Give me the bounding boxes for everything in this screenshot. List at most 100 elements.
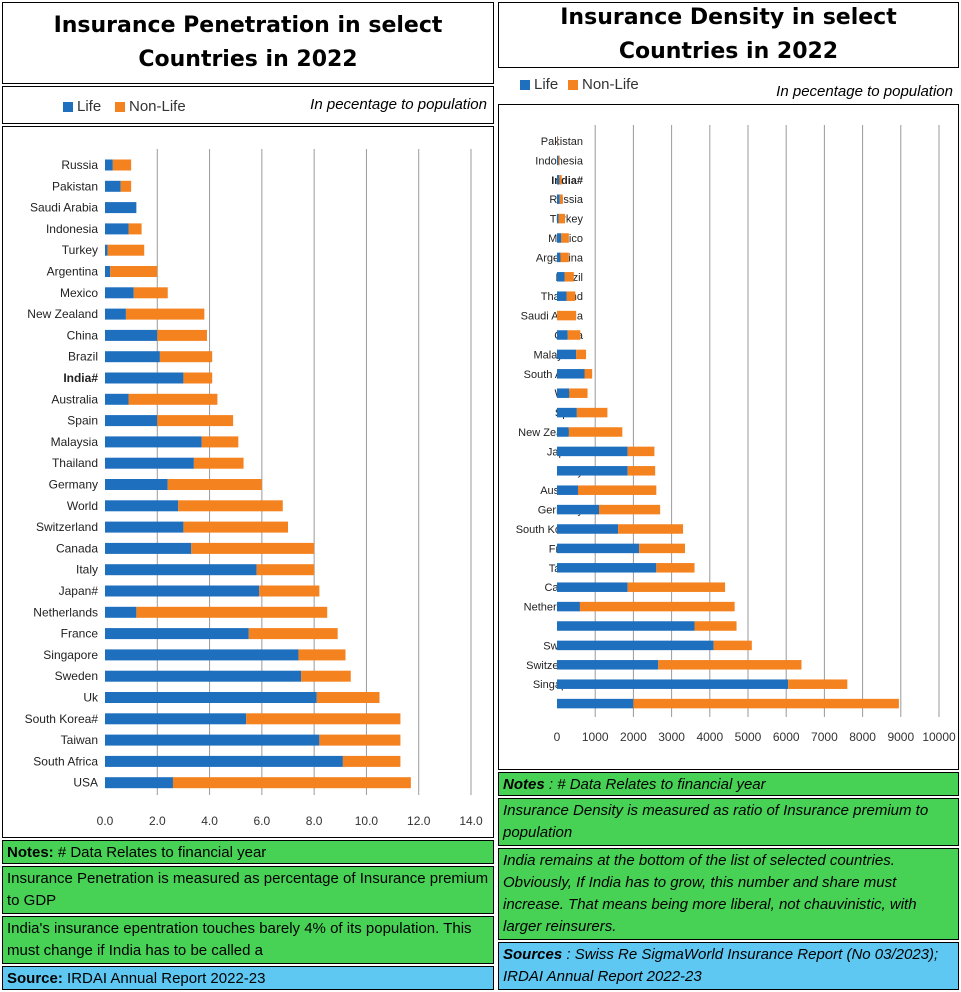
penetration-bar-malaysia-life [105, 436, 202, 448]
density-legend: Life Non-Life In pecentage to population [498, 70, 959, 102]
penetration-bar-russia-non-life [112, 159, 132, 171]
density-bar-switzerland-non-life [658, 660, 802, 670]
penetration-bar-uk-life [105, 692, 317, 703]
density-bar-mexico-life [557, 233, 562, 243]
penetration-bar-south-africa-non-life [342, 755, 401, 767]
penetration-bar-brazil-non-life [159, 351, 213, 363]
density-bar-china-life [557, 330, 568, 340]
density-bar-singapore-non-life [788, 679, 848, 689]
penetration-bar-canada-non-life [191, 542, 315, 554]
penetration-panel: Insurance Penetration in select Countrie… [2, 2, 494, 990]
penetration-definition: Insurance Penetration is measured as per… [2, 866, 494, 914]
penetration-bar-italy-life [105, 564, 257, 576]
density-bar-switzerland-life [557, 660, 659, 670]
penetration-bar-indonesia-life [105, 223, 129, 235]
density-bar-germany-non-life [599, 504, 661, 515]
penetration-bar-italy-non-life [256, 564, 315, 576]
density-bar-brazil-non-life [564, 272, 574, 282]
penetration-bar-usa-non-life [172, 777, 411, 789]
penetration-bar-mexico-non-life [133, 287, 168, 299]
density-bar-france-non-life [639, 543, 685, 554]
penetration-bar-switzerland-life [105, 521, 184, 533]
density-bar-netherlands-non-life [579, 601, 735, 612]
legend-nonlife-swatch [115, 101, 125, 112]
density-source: Sources : Swiss Re SigmaWorld Insurance … [498, 942, 959, 990]
penetration-category-label: Uk [83, 691, 99, 705]
density-bar-uk-non-life [694, 621, 737, 631]
penetration-bar-china-non-life [157, 329, 207, 341]
density-tick-label: 3000 [658, 730, 685, 744]
penetration-bar-mexico-life [105, 287, 134, 299]
penetration-category-label: Brazil [68, 350, 98, 364]
density-legend-life-swatch [520, 79, 530, 90]
density-tick-label: 1000 [582, 730, 609, 744]
penetration-bar-germany-non-life [167, 479, 262, 490]
penetration-legend: Life Non-Life In pecentage to population [2, 86, 494, 124]
density-bar-malaysia-non-life [576, 349, 587, 360]
penetration-category-label: Sweden [55, 669, 98, 683]
penetration-category-label: Thailand [52, 456, 98, 470]
density-chart: 0 1000 2000 3000 4000 5000 6000 7000 8000 9000 100… [516, 125, 956, 744]
density-bar-new-zealand-life [557, 427, 569, 437]
density-bar-sweden-life [557, 640, 714, 651]
penetration-category-label: Saudi Arabia [30, 201, 98, 215]
penetration-category-label: Spain [67, 414, 98, 428]
penetration-bar-russia-life [105, 159, 113, 171]
penetration-bar-new-zealand-non-life [125, 308, 205, 320]
density-bar-spain-non-life [576, 407, 608, 418]
density-category-label: Pakistan [541, 136, 583, 148]
density-tick-label: 10000 [922, 730, 956, 744]
penetration-unit-note: In pecentage to population [310, 96, 487, 113]
penetration-category-label: Argentina [47, 265, 99, 279]
density-bar-new-zealand-non-life [568, 427, 623, 437]
density-bar-pakistan-non-life [557, 136, 559, 146]
density-definition: Insurance Density is measured as ratio o… [498, 798, 959, 846]
penetration-bar-japan-life [105, 585, 260, 597]
density-bar-italy-non-life [627, 466, 656, 476]
penetration-bar-singapore-life [105, 649, 299, 661]
penetration-bar-netherlands-life [105, 606, 137, 618]
density-unit-note: In pecentage to population [776, 83, 953, 100]
penetration-bar-france-non-life [248, 628, 338, 640]
penetration-category-label: France [61, 627, 99, 641]
penetration-title: Insurance Penetration in select Countrie… [2, 2, 494, 84]
penetration-tick-label: 2.0 [149, 814, 166, 828]
legend-life-label: Life [77, 98, 102, 115]
density-tick-label: 6000 [773, 730, 800, 744]
penetration-category-label: South Africa [33, 754, 98, 768]
penetration-bar-japan-non-life [259, 585, 320, 597]
legend-nonlife-label: Non-Life [129, 98, 186, 115]
penetration-bar-taiwan-life [105, 734, 320, 746]
penetration-bar-germany-life [105, 479, 168, 490]
penetration-bar-world-non-life [178, 500, 283, 512]
density-tick-label: 5000 [735, 730, 762, 744]
penetration-category-label: Pakistan [52, 179, 98, 193]
density-bar-thailand-life [557, 291, 567, 301]
penetration-category-label: USA [73, 776, 98, 790]
penetration-notes-text: # Data Relates to financial year [53, 844, 267, 861]
penetration-bar-pakistan-life [105, 180, 121, 192]
penetration-category-label: Japan# [59, 584, 99, 598]
penetration-bar-south-korea-life [105, 713, 247, 725]
penetration-category-label: Mexico [60, 286, 98, 300]
penetration-tick-label: 10.0 [355, 814, 379, 828]
density-chart-area: 0 1000 2000 3000 4000 5000 6000 7000 8000 9000 100… [498, 104, 959, 770]
penetration-bar-turkey-life [105, 244, 108, 256]
density-bar-russia-life [557, 194, 560, 204]
penetration-bar-spain-non-life [157, 415, 234, 427]
penetration-notes-label: Notes: [7, 844, 54, 861]
penetration-category-label: New Zealand [27, 307, 98, 321]
density-bar-russia-non-life [559, 194, 563, 204]
density-source-text: : Swiss Re SigmaWorld Insurance Report (… [503, 946, 939, 985]
penetration-bar-argentina-life [105, 266, 111, 277]
penetration-source: Source: IRDAI Annual Report 2022-23 [2, 966, 494, 990]
density-source-label: Sources [503, 946, 563, 963]
density-tick-label: 8000 [849, 730, 876, 744]
penetration-category-label: India# [63, 371, 98, 385]
penetration-bar-switzerland-non-life [183, 521, 288, 533]
penetration-category-label: South Korea# [25, 712, 99, 726]
penetration-category-label: Switzerland [36, 520, 98, 534]
legend-nonlife: Non-Life [115, 98, 186, 115]
density-bar-south-korea-life [557, 524, 619, 534]
legend-life: Life [63, 98, 101, 115]
